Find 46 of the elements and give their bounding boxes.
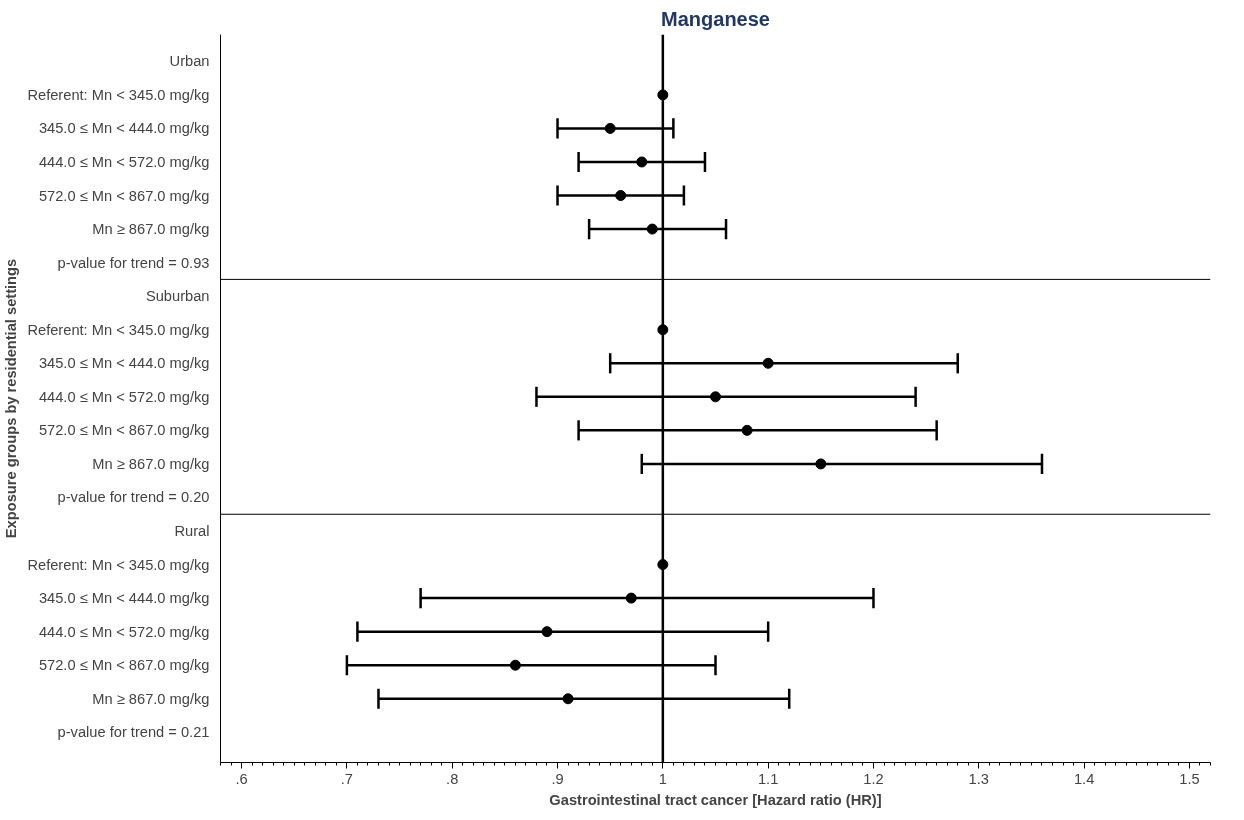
- point: [541, 626, 553, 638]
- y-tick-label: Urban: [169, 53, 210, 70]
- y-tick-label: 572.0 ≤ Mn < 867.0 mg/kg: [38, 657, 210, 674]
- y-tick-label: Mn ≥ 867.0 mg/kg: [92, 455, 210, 472]
- y-tick-label: Referent: Mn < 345.0 mg/kg: [27, 556, 210, 573]
- y-tick-label: 572.0 ≤ Mn < 867.0 mg/kg: [38, 187, 210, 204]
- y-tick-label: 444.0 ≤ Mn < 572.0 mg/kg: [38, 388, 210, 405]
- x-axis-title: Gastrointestinal tract cancer [Hazard ratio (HR)]: [549, 791, 882, 808]
- x-tick-label: 1.5: [1179, 770, 1200, 787]
- point: [615, 190, 627, 202]
- y-axis-title: Exposure groups by residential settings: [3, 258, 20, 539]
- point: [625, 592, 637, 604]
- y-tick-label: 444.0 ≤ Mn < 572.0 mg/kg: [38, 153, 210, 170]
- x-tick-label: 1.2: [863, 770, 884, 787]
- point: [815, 458, 827, 470]
- x-tick-label: .7: [340, 770, 354, 787]
- x-tick-label: 1.3: [968, 770, 989, 787]
- y-tick-label: p-value for trend = 0.21: [57, 724, 210, 741]
- y-tick-label: 572.0 ≤ Mn < 867.0 mg/kg: [38, 422, 210, 439]
- point: [604, 122, 616, 134]
- point: [762, 357, 774, 369]
- point: [710, 391, 721, 403]
- y-tick-label: Referent: Mn < 345.0 mg/kg: [27, 86, 210, 103]
- chart-title: Manganese: [661, 7, 770, 30]
- x-tick-label: 1: [658, 770, 667, 787]
- point: [509, 659, 521, 671]
- point: [636, 156, 648, 168]
- y-tick-label: p-value for trend = 0.93: [57, 254, 210, 271]
- y-tick-label: 444.0 ≤ Mn < 572.0 mg/kg: [38, 623, 210, 640]
- point: [741, 424, 753, 436]
- y-tick-label: Suburban: [145, 288, 210, 305]
- y-tick-label: 345.0 ≤ Mn < 444.0 mg/kg: [38, 590, 210, 607]
- x-tick-label: .6: [235, 770, 248, 787]
- x-tick-label: .9: [551, 770, 564, 787]
- x-tick-label: 1.4: [1073, 770, 1095, 787]
- y-tick-label: Referent: Mn < 345.0 mg/kg: [27, 321, 210, 338]
- y-tick-label: Mn ≥ 867.0 mg/kg: [92, 221, 210, 238]
- y-tick-label: p-value for trend = 0.20: [57, 489, 210, 506]
- y-tick-label: 345.0 ≤ Mn < 444.0 mg/kg: [38, 120, 210, 137]
- x-tick-label: 1.1: [757, 770, 779, 787]
- y-tick-label: Rural: [174, 523, 210, 540]
- y-tick-label: 345.0 ≤ Mn < 444.0 mg/kg: [38, 355, 210, 372]
- point: [646, 223, 658, 235]
- x-tick-label: .8: [446, 770, 459, 787]
- y-tick-label: Mn ≥ 867.0 mg/kg: [92, 690, 210, 707]
- point: [562, 693, 574, 705]
